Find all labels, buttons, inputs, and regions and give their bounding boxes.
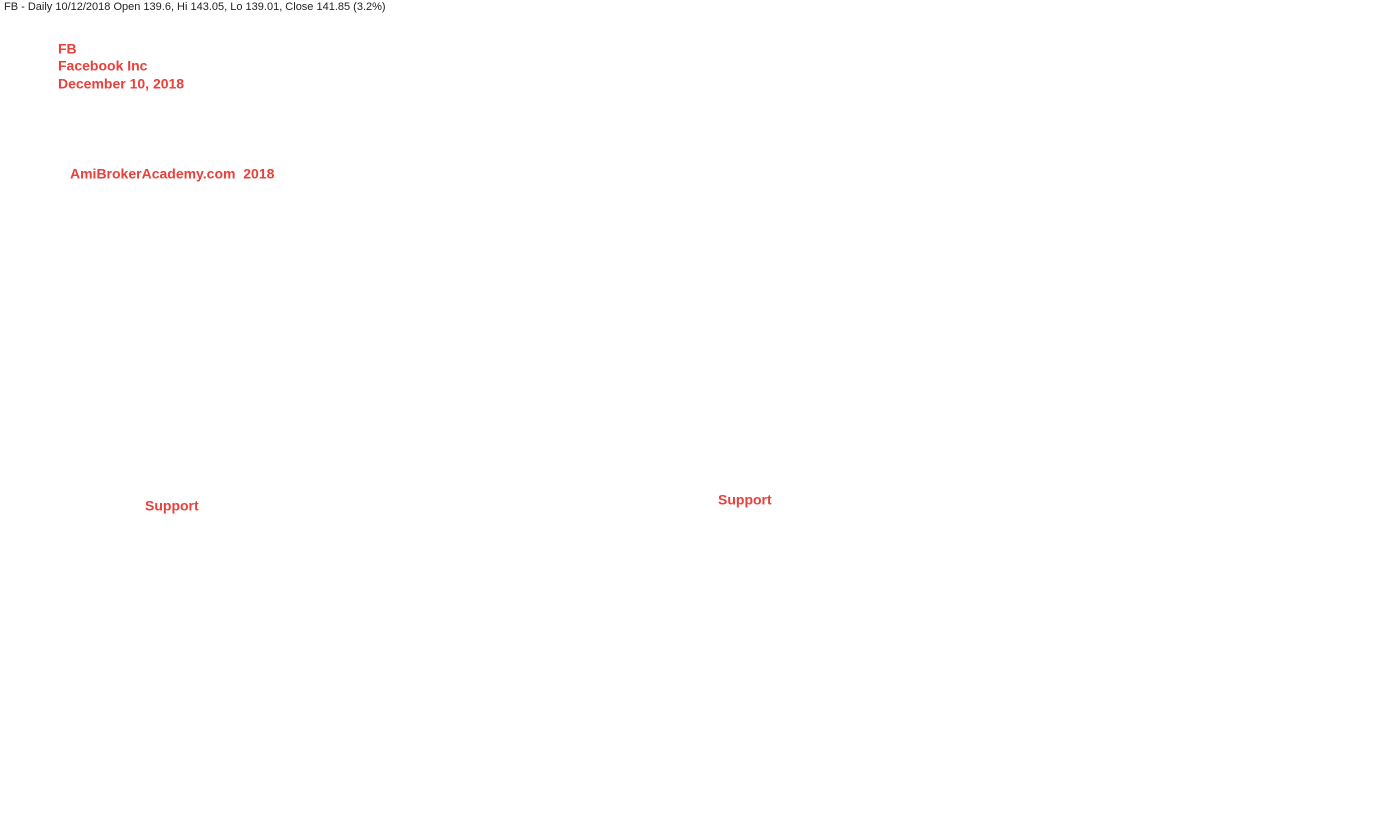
annotation: Support bbox=[718, 492, 772, 508]
annotation: December 10, 2018 bbox=[58, 76, 184, 92]
annotation: AmiBrokerAcademy.com 2018 bbox=[70, 166, 275, 182]
text-layer: FB - Daily 10/12/2018 Open 139.6, Hi 143… bbox=[4, 1, 772, 514]
annotation: Support bbox=[145, 498, 199, 514]
annotation: FB bbox=[58, 41, 77, 57]
chart-title: FB - Daily 10/12/2018 Open 139.6, Hi 143… bbox=[4, 1, 386, 13]
annotation: Facebook Inc bbox=[58, 58, 148, 74]
